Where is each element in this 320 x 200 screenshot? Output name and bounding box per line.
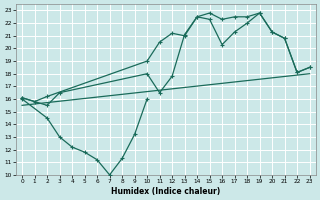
- X-axis label: Humidex (Indice chaleur): Humidex (Indice chaleur): [111, 187, 220, 196]
